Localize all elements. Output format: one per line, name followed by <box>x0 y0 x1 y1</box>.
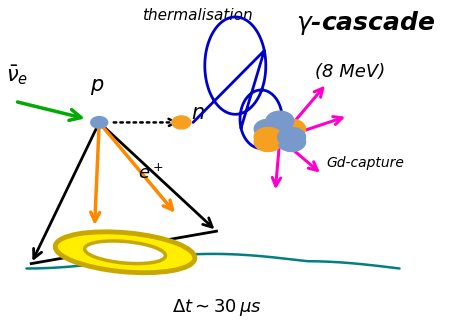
Ellipse shape <box>84 241 165 264</box>
Circle shape <box>254 127 282 147</box>
Circle shape <box>277 119 306 139</box>
Circle shape <box>277 127 306 147</box>
Circle shape <box>254 119 282 139</box>
Ellipse shape <box>55 232 195 273</box>
Text: (8 MeV): (8 MeV) <box>315 63 385 81</box>
Circle shape <box>172 116 191 129</box>
Text: Gd-capture: Gd-capture <box>327 156 405 170</box>
Text: $n$: $n$ <box>191 103 205 123</box>
Text: $\Delta t \sim 30\,\mu$s: $\Delta t \sim 30\,\mu$s <box>172 297 261 318</box>
Circle shape <box>254 132 282 152</box>
Text: $p$: $p$ <box>90 77 104 97</box>
Text: $\bar{\nu}_e$: $\bar{\nu}_e$ <box>6 64 28 87</box>
Circle shape <box>91 117 108 128</box>
Circle shape <box>277 132 306 152</box>
Circle shape <box>266 111 294 130</box>
Text: $\gamma$-cascade: $\gamma$-cascade <box>296 9 436 37</box>
Text: thermalisation: thermalisation <box>143 8 253 23</box>
Text: $e^+$: $e^+$ <box>138 163 164 182</box>
